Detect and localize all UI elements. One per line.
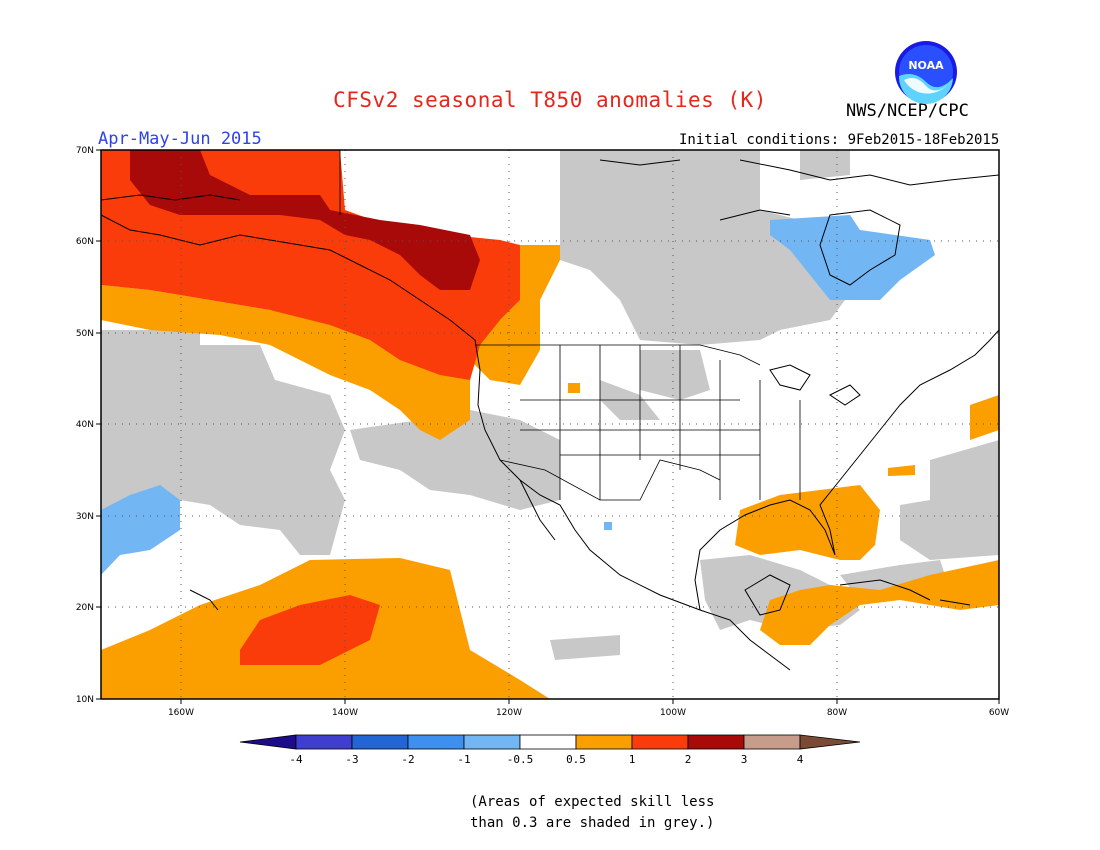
legend-tick-label: 0.5 — [566, 753, 586, 766]
lat-label: 10N — [76, 695, 94, 705]
lon-label: 140W — [332, 708, 358, 718]
legend-color-above-max — [799, 734, 861, 750]
noaa-logo: NOAA — [895, 41, 957, 104]
color-legend — [239, 734, 861, 750]
lon-label: 160W — [168, 708, 194, 718]
legend-tick-label: -0.5 — [507, 753, 534, 766]
lon-label: 60W — [989, 708, 1009, 718]
coastlines — [101, 159, 999, 671]
footnote-line: (Areas of expected skill less — [470, 794, 715, 810]
legend-color-box — [351, 734, 409, 750]
legend-tick-label: -4 — [289, 753, 303, 766]
skill-footnote: (Areas of expected skill less than 0.3 a… — [470, 792, 730, 834]
latitude-labels: 70N 60N 50N 40N 30N 20N 10N — [76, 146, 94, 705]
noaa-logo-text: NOAA — [908, 59, 944, 72]
legend-color-box — [519, 734, 577, 750]
footnote-line: than 0.3 are shaded in grey.) — [470, 815, 715, 831]
legend-color-box — [295, 734, 353, 750]
lon-label: 80W — [827, 708, 847, 718]
lat-label: 20N — [76, 603, 94, 613]
legend-tick-labels: -4 -3 -2 -1 -0.5 0.5 1 2 3 4 — [289, 753, 803, 766]
legend-tick-label: 4 — [797, 753, 804, 766]
legend-color-box — [463, 734, 521, 750]
legend-tick-label: -3 — [345, 753, 358, 766]
political-borders — [339, 150, 801, 501]
legend-tick-label: 3 — [741, 753, 748, 766]
legend-color-below-min — [239, 734, 297, 750]
legend-tick-label: -2 — [401, 753, 414, 766]
negative-anomaly-areas — [101, 215, 935, 575]
lon-label: 120W — [496, 708, 522, 718]
lat-label: 50N — [76, 329, 94, 339]
legend-tick-label: 1 — [629, 753, 636, 766]
legend-tick-label: 2 — [685, 753, 692, 766]
map-title: CFSv2 seasonal T850 anomalies (K) — [333, 88, 767, 112]
lat-label: 70N — [76, 146, 94, 156]
axis-ticks — [96, 149, 1000, 704]
legend-color-box — [407, 734, 465, 750]
strong-positive-anomaly-areas — [130, 150, 480, 290]
lat-label: 30N — [76, 512, 94, 522]
legend-color-box — [687, 734, 745, 750]
legend-color-box — [631, 734, 689, 750]
legend-color-box — [743, 734, 801, 750]
graticule — [101, 150, 999, 699]
legend-tick-label: -1 — [457, 753, 470, 766]
legend-color-box — [575, 734, 633, 750]
lat-label: 40N — [76, 420, 94, 430]
lon-label: 100W — [660, 708, 686, 718]
season-label: Apr-May-Jun 2015 — [98, 129, 262, 149]
initial-conditions-label: Initial conditions: 9Feb2015-18Feb2015 — [679, 132, 1000, 148]
lat-label: 60N — [76, 237, 94, 247]
agency-label: NWS/NCEP/CPC — [846, 101, 969, 121]
longitude-labels: 160W 140W 120W 100W 80W 60W — [168, 708, 1009, 718]
